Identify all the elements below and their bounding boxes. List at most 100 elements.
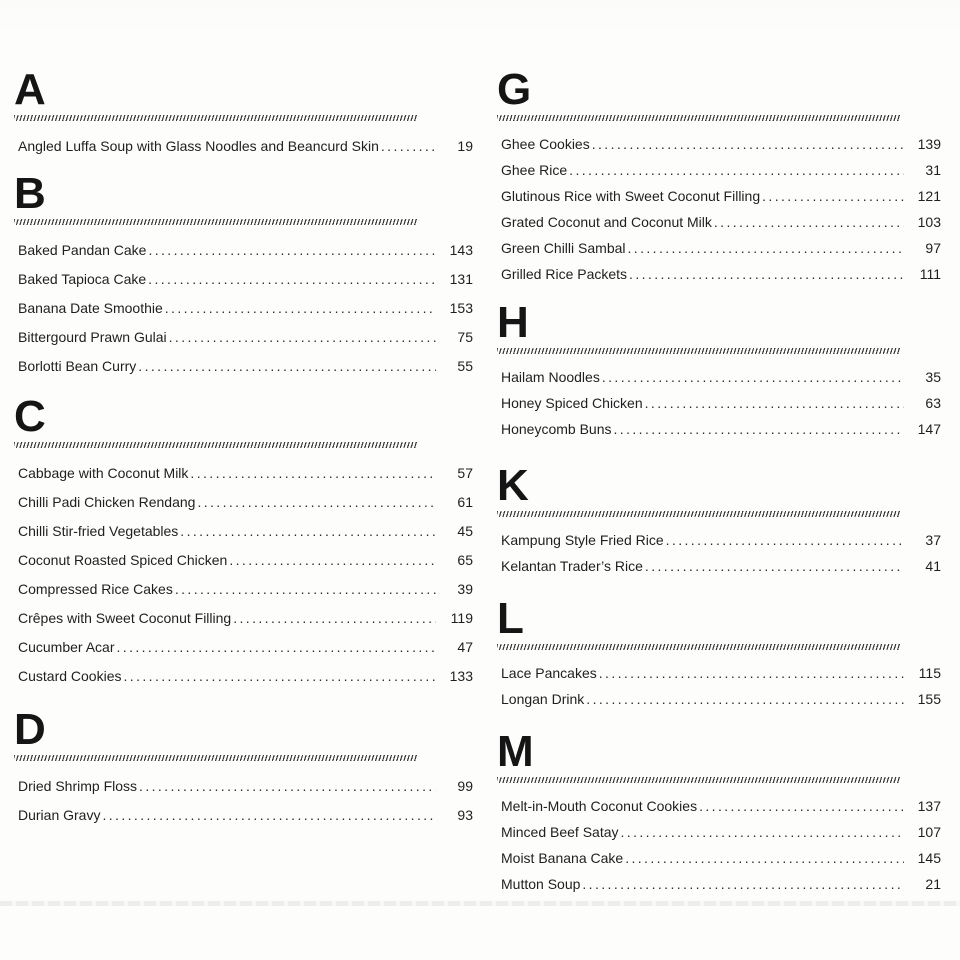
section-hatch-divider	[14, 115, 417, 121]
dot-leader	[762, 188, 904, 204]
dot-leader	[569, 162, 904, 178]
entry-page-number: 137	[917, 798, 941, 814]
dot-leader	[197, 494, 436, 510]
dot-leader	[645, 395, 904, 411]
entry-page-number: 45	[457, 522, 473, 539]
dot-leader	[180, 523, 436, 539]
dot-leader	[586, 691, 904, 707]
dot-leader	[628, 240, 905, 256]
section-entry-list: Melt-in-Mouth Coconut Cookies 137 Minced B…	[497, 793, 941, 897]
entry-page-number: 145	[917, 850, 941, 866]
entry-page-number: 93	[457, 806, 473, 823]
index-entry: Coconut Roasted Spiced Chicken 65	[14, 545, 473, 574]
index-entry: Custard Cookies 133	[14, 661, 473, 690]
entry-page-number: 57	[457, 464, 473, 481]
section-letter: H	[497, 298, 530, 347]
entry-title: Crêpes with Sweet Coconut Filling	[18, 609, 232, 626]
index-section-d: D Dried Shrimp Floss 99 Durian Gravy 93	[14, 705, 473, 829]
dot-leader	[381, 138, 436, 154]
entry-title: Chilli Stir-fried Vegetables	[18, 522, 179, 539]
index-entry: Durian Gravy 93	[14, 800, 473, 829]
entry-page-number: 75	[457, 328, 473, 345]
index-section-b: B Baked Pandan Cake 143 Baked Tapioca Cake 1…	[14, 172, 473, 380]
dot-leader	[190, 465, 436, 481]
index-entry: Cabbage with Coconut Milk 57	[14, 458, 473, 487]
section-hatch-divider	[497, 115, 900, 121]
dot-leader	[233, 610, 436, 626]
entry-title: Ghee Rice	[501, 162, 568, 178]
section-entry-list: Angled Luffa Soup with Glass Noodles and…	[14, 131, 473, 160]
index-entry: Glutinous Rice with Sweet Coconut Fillin…	[497, 183, 941, 209]
dot-leader	[625, 850, 904, 866]
entry-page-number: 153	[449, 299, 473, 316]
index-entry: Grated Coconut and Coconut Milk 103	[497, 209, 941, 235]
index-entry: Baked Tapioca Cake 131	[14, 264, 473, 293]
entry-page-number: 31	[925, 162, 941, 178]
index-entry: Kampung Style Fried Rice 37	[497, 527, 941, 553]
index-entry: Hailam Noodles 35	[497, 364, 941, 390]
entry-page-number: 115	[918, 665, 941, 681]
section-hatch-divider	[497, 348, 900, 354]
dot-leader	[629, 266, 904, 282]
entry-page-number: 103	[917, 214, 941, 230]
dot-leader	[116, 639, 436, 655]
entry-title: Angled Luffa Soup with Glass Noodles and…	[18, 137, 379, 154]
section-letter: D	[14, 705, 47, 754]
index-entry: Dried Shrimp Floss 99	[14, 771, 473, 800]
section-letter: A	[14, 65, 47, 114]
entry-page-number: 19	[457, 137, 473, 154]
entry-title: Ghee Cookies	[501, 136, 590, 152]
page-bottom-edge-artifact	[0, 901, 960, 906]
index-column-left: A Angled Luffa Soup with Glass Noodles an…	[14, 65, 473, 829]
section-hatch-divider	[14, 219, 417, 225]
index-entry: Mutton Soup 21	[497, 871, 941, 897]
entry-title: Longan Drink	[501, 691, 585, 707]
dot-leader	[169, 329, 436, 345]
dot-leader	[229, 552, 436, 568]
dot-leader	[124, 668, 437, 684]
index-section-l: L Lace Pancakes 115 Longan Drink 155	[497, 597, 941, 712]
index-section-k: K Kampung Style Fried Rice 37 Kelantan Trad…	[497, 461, 941, 579]
section-letter: C	[14, 392, 47, 441]
dot-leader	[621, 824, 904, 840]
dot-leader	[148, 242, 436, 258]
index-entry: Moist Banana Cake 145	[497, 845, 941, 871]
entry-page-number: 99	[457, 777, 473, 794]
index-entry: Chilli Stir-fried Vegetables 45	[14, 516, 473, 545]
dot-leader	[148, 271, 436, 287]
index-section-m: M Melt-in-Mouth Coconut Cookies 137 Minced …	[497, 727, 941, 897]
section-letter: M	[497, 727, 535, 776]
dot-leader	[602, 369, 904, 385]
entry-title: Grated Coconut and Coconut Milk	[501, 214, 712, 230]
index-entry: Bittergourd Prawn Gulai 75	[14, 322, 473, 351]
index-section-c: C Cabbage with Coconut Milk 57 Chilli Padi …	[14, 392, 473, 690]
entry-page-number: 131	[449, 270, 473, 287]
entry-page-number: 61	[457, 493, 473, 510]
entry-title: Kelantan Trader’s Rice	[501, 558, 643, 574]
section-entry-list: Cabbage with Coconut Milk 57 Chilli Padi C…	[14, 458, 473, 690]
dot-leader	[175, 581, 436, 597]
index-entry: Melt-in-Mouth Coconut Cookies 137	[497, 793, 941, 819]
dot-leader	[165, 300, 436, 316]
section-entry-list: Dried Shrimp Floss 99 Durian Gravy 93	[14, 771, 473, 829]
index-entry: Banana Date Smoothie 153	[14, 293, 473, 322]
entry-page-number: 63	[925, 395, 941, 411]
dot-leader	[139, 778, 436, 794]
index-entry: Compressed Rice Cakes 39	[14, 574, 473, 603]
section-entry-list: Baked Pandan Cake 143 Baked Tapioca Cake 13…	[14, 235, 473, 380]
entry-title: Glutinous Rice with Sweet Coconut Fillin…	[501, 188, 761, 204]
entry-title: Banana Date Smoothie	[18, 299, 163, 316]
index-section-g: G Ghee Cookies 139 Ghee Rice 31 Glutinous Ric…	[497, 68, 941, 287]
entry-title: Coconut Roasted Spiced Chicken	[18, 551, 228, 568]
dot-leader	[666, 532, 904, 548]
section-letter: K	[497, 461, 530, 510]
index-entry: Baked Pandan Cake 143	[14, 235, 473, 264]
index-column-right: G Ghee Cookies 139 Ghee Rice 31 Glutinous Ric…	[497, 68, 941, 897]
section-entry-list: Ghee Cookies 139 Ghee Rice 31 Glutinous Rice…	[497, 131, 941, 287]
entry-title: Dried Shrimp Floss	[18, 777, 138, 794]
index-entry: Kelantan Trader’s Rice 41	[497, 553, 941, 579]
entry-title: Chilli Padi Chicken Rendang	[18, 493, 196, 510]
index-entry: Lace Pancakes 115	[497, 660, 941, 686]
